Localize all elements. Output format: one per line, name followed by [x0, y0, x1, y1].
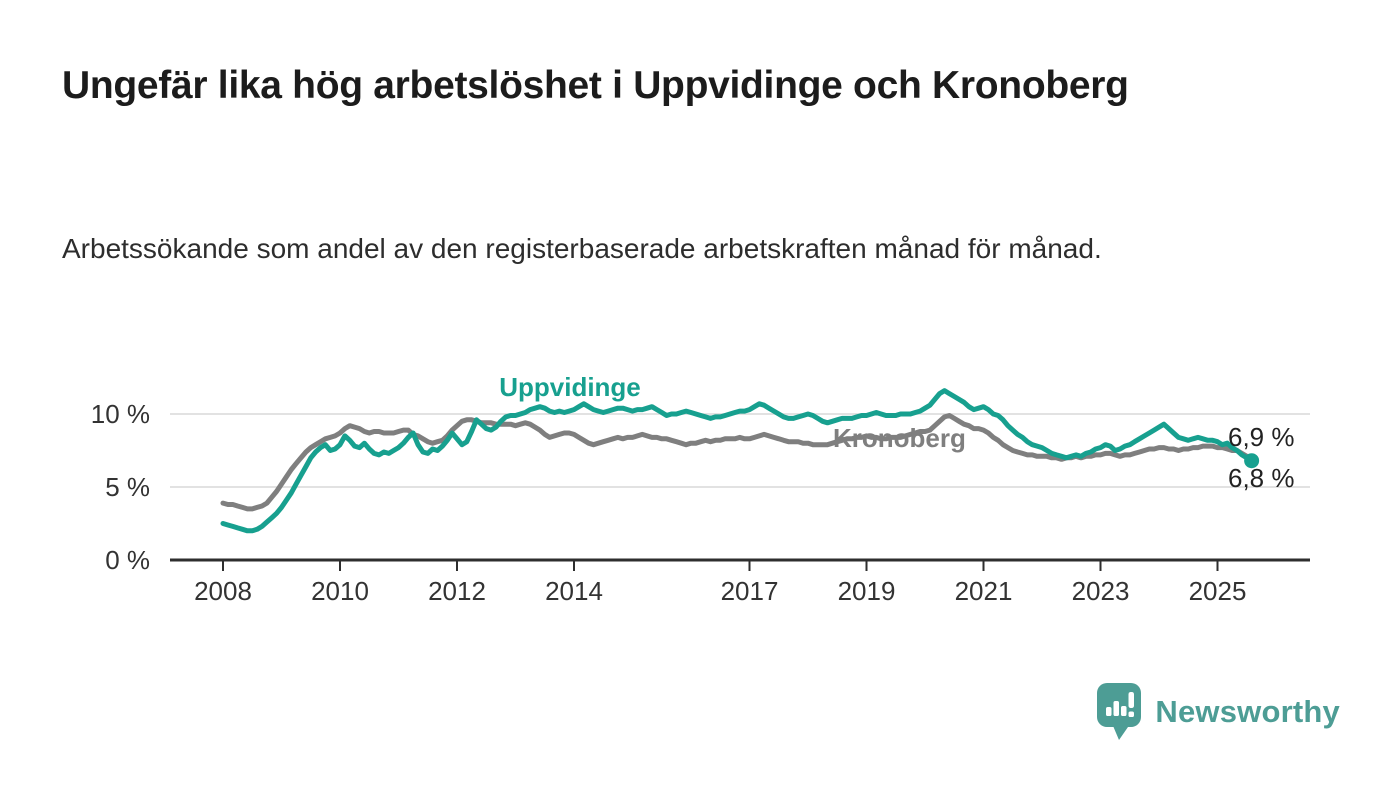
x-axis-label: 2021 — [955, 576, 1013, 606]
newsworthy-logo: Newsworthy — [1097, 683, 1340, 741]
x-axis-label: 2025 — [1189, 576, 1247, 606]
x-axis-label: 2010 — [311, 576, 369, 606]
end-value-label-uppvidinge: 6,8 % — [1228, 463, 1295, 493]
newsworthy-logo-text: Newsworthy — [1155, 694, 1340, 729]
series-label-uppvidinge: Uppvidinge — [499, 372, 641, 402]
chart-canvas: 0 % 5 % 10 % 2008 2010 2012 2014 2017 2019 2021 20… — [91, 372, 1310, 606]
series-line-kronoberg — [220, 413, 1255, 512]
series-line-uppvidinge — [220, 388, 1255, 534]
y-axis-label: 0 % — [105, 545, 150, 575]
series-label-kronoberg: Kronoberg — [833, 423, 966, 453]
end-point-dot-uppvidinge — [1244, 453, 1260, 469]
x-axis-label: 2012 — [428, 576, 486, 606]
end-value-label-kronoberg: 6,9 % — [1228, 422, 1295, 452]
line-chart: 0 % 5 % 10 % 2008 2010 2012 2014 2017 2019 2021 20… — [0, 360, 1400, 640]
x-axis-label: 2017 — [721, 576, 779, 606]
x-axis-label: 2019 — [838, 576, 896, 606]
x-axis-label: 2014 — [545, 576, 603, 606]
newsworthy-logo-icon — [1097, 683, 1142, 740]
chart-subtitle: Arbetssökande som andel av den registerb… — [62, 233, 1102, 264]
page-title: Ungefär lika hög arbetslöshet i Uppvidin… — [62, 64, 1129, 107]
y-axis-label: 10 % — [91, 399, 150, 429]
x-axis-label: 2023 — [1072, 576, 1130, 606]
x-axis-label: 2008 — [194, 576, 252, 606]
y-axis-label: 5 % — [105, 472, 150, 502]
